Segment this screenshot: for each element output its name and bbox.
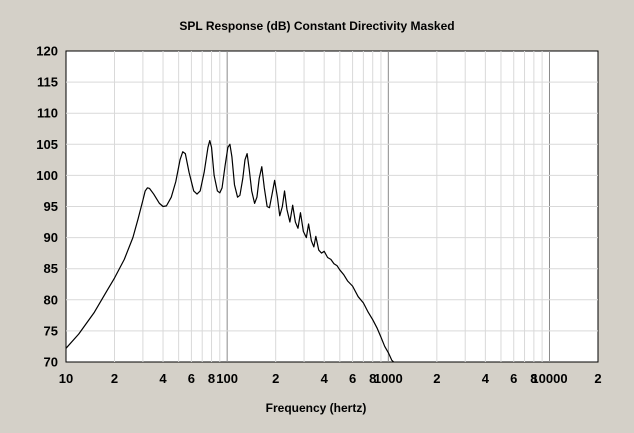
x-tick-label: 2: [433, 371, 440, 386]
y-tick-label: 85: [44, 261, 58, 276]
y-tick-label: 100: [36, 168, 58, 183]
x-tick-label: 8: [530, 371, 537, 386]
x-tick-label: 100: [216, 371, 238, 386]
y-tick-label: 120: [36, 44, 58, 59]
y-tick-label: 90: [44, 230, 58, 245]
x-tick-label: 4: [482, 371, 490, 386]
y-tick-label: 110: [37, 106, 58, 121]
x-axis-label: Frequency (hertz): [266, 401, 367, 415]
x-tick-label: 6: [510, 371, 517, 386]
x-tick-label: 8: [208, 371, 215, 386]
y-tick-label: 75: [44, 323, 58, 338]
chart-title: SPL Response (dB) Constant Directivity M…: [179, 19, 454, 33]
x-tick-label: 6: [349, 371, 356, 386]
x-tick-label: 2: [111, 371, 118, 386]
x-tick-label: 6: [188, 371, 195, 386]
x-tick-label: 4: [321, 371, 329, 386]
series-layer: [65, 139, 395, 363]
x-tick-label: 4: [159, 371, 167, 386]
y-tick-label: 95: [44, 199, 58, 214]
x-tick-label: 8: [369, 371, 376, 386]
x-tick-label: 10000: [531, 371, 567, 386]
y-axis-ticks: 70 75 80 85 90 95 100 105 110 115 120: [36, 44, 58, 370]
x-tick-label: 2: [272, 371, 279, 386]
x-tick-label: 2: [594, 371, 601, 386]
y-tick-label: 105: [36, 137, 58, 152]
y-tick-label: 70: [44, 355, 58, 370]
y-tick-label: 80: [44, 292, 58, 307]
series-line-1: [65, 139, 395, 363]
x-tick-label: 10: [59, 371, 73, 386]
grid: [66, 51, 598, 362]
y-tick-label: 115: [37, 75, 58, 90]
x-tick-label: 1000: [374, 371, 403, 386]
